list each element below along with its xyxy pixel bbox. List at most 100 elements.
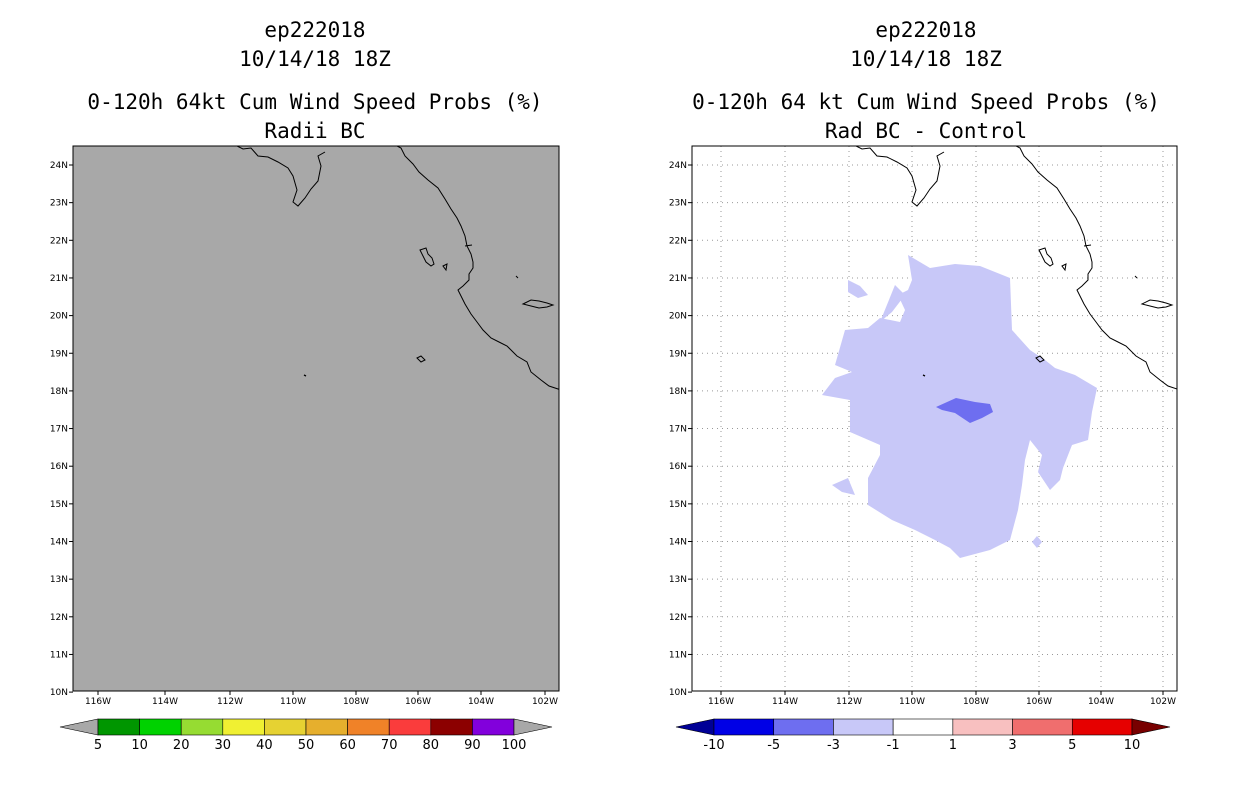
lat-label: 12N: [50, 613, 68, 623]
lat-label: 23N: [669, 199, 687, 209]
colorbar-label: 90: [464, 738, 481, 753]
left-map-frame: [72, 145, 560, 692]
lon-label: 116W: [708, 697, 734, 707]
colorbar-arrow-low: [675, 718, 715, 736]
lat-label: 24N: [50, 161, 68, 171]
right-title-storm: ep222018: [875, 18, 977, 42]
lat-label: 11N: [50, 650, 68, 660]
colorbar-swatch: [264, 718, 307, 736]
lat-label: 20N: [669, 312, 687, 322]
lat-label: 22N: [669, 236, 687, 246]
colorbar-swatch: [472, 718, 515, 736]
lat-label: 17N: [50, 425, 68, 435]
colorbar-label: -1: [887, 738, 900, 753]
diff-region-small-north: [848, 280, 868, 298]
lat-label: 21N: [669, 274, 687, 284]
colorbar-swatch: [713, 718, 775, 736]
colorbar-label: -3: [827, 738, 840, 753]
colorbar-swatch: [180, 718, 224, 736]
lat-label: 10N: [50, 688, 68, 698]
diff-region-small-west: [832, 478, 855, 495]
lon-label: 116W: [85, 697, 111, 707]
colorbar-swatch: [97, 718, 140, 736]
lat-label: 13N: [669, 575, 687, 585]
colorbar-label: 30: [215, 738, 232, 753]
left-colorbar: 5 10 20 30 40 50 60 70 80 90 100: [59, 718, 553, 753]
colorbar-arrow-low: [59, 718, 99, 736]
colorbar-label: 1: [949, 738, 957, 753]
colorbar-arrow-high: [1131, 718, 1171, 736]
colorbar-label: 10: [1124, 738, 1141, 753]
colorbar-label: 100: [502, 738, 527, 753]
lat-label: 13N: [50, 575, 68, 585]
right-colorbar: -10 -5 -3 -1 1 3 5 10: [675, 718, 1171, 753]
left-title-subtitle: Radii BC: [264, 119, 366, 143]
colorbar-label: -5: [767, 738, 780, 753]
colorbar-label: 80: [423, 738, 440, 753]
colorbar-label: -10: [703, 738, 724, 753]
lat-label: 15N: [50, 500, 68, 510]
right-lon-axis: 116W 114W 112W 110W 108W 106W 104W 102W: [708, 691, 1176, 707]
lon-label: 114W: [152, 697, 178, 707]
right-title-product: 0-120h 64 kt Cum Wind Speed Probs (%): [692, 90, 1160, 114]
lat-label: 16N: [50, 462, 68, 472]
lat-label: 16N: [669, 462, 687, 472]
lat-label: 23N: [50, 199, 68, 209]
left-title-date: 10/14/18 18Z: [239, 47, 391, 71]
lon-label: 108W: [963, 697, 989, 707]
left-title-storm: ep222018: [264, 18, 366, 42]
lat-label: 19N: [50, 349, 68, 359]
colorbar-label: 60: [339, 738, 356, 753]
right-gridlines: [692, 146, 1177, 691]
lat-label: 22N: [50, 236, 68, 246]
right-map-frame: [691, 145, 1178, 692]
lon-label: 106W: [1026, 697, 1052, 707]
lon-label: 104W: [1088, 697, 1114, 707]
colorbar-label: 5: [1068, 738, 1076, 753]
lon-label: 104W: [468, 697, 494, 707]
colorbar-swatch: [430, 718, 473, 736]
colorbar-label: 3: [1008, 738, 1016, 753]
lat-label: 17N: [669, 425, 687, 435]
lon-label: 102W: [1150, 697, 1176, 707]
diff-region-minus-5-to-minus-3: [936, 398, 993, 423]
lon-label: 108W: [343, 697, 369, 707]
lon-label: 110W: [280, 697, 306, 707]
colorbar-label: 50: [298, 738, 315, 753]
colorbar-label: 10: [131, 738, 148, 753]
right-lat-axis: 24N 23N 22N 21N 20N 19N 18N 17N 16N 15N 14N 13N 12N 1…: [669, 161, 692, 698]
colorbar-swatch: [222, 718, 265, 736]
lat-label: 11N: [669, 650, 687, 660]
diff-region-small-north2: [880, 285, 905, 322]
left-probability-field: [73, 146, 559, 691]
left-map: 24N 23N 22N 21N 20N 19N 18N 17N 16N 15N 14N 13N 12N 1…: [50, 145, 560, 707]
left-lat-axis: 24N 23N 22N 21N 20N 19N 18N 17N 16N 15N 14N 13N 12N 1…: [50, 161, 73, 698]
lon-label: 102W: [532, 697, 558, 707]
lon-label: 112W: [217, 697, 243, 707]
lon-label: 114W: [772, 697, 798, 707]
lon-label: 106W: [405, 697, 431, 707]
lat-label: 15N: [669, 500, 687, 510]
lon-label: 112W: [836, 697, 862, 707]
lat-label: 19N: [669, 349, 687, 359]
colorbar-label: 70: [381, 738, 398, 753]
colorbar-swatch: [892, 718, 954, 736]
lat-label: 14N: [669, 538, 687, 548]
lat-label: 14N: [50, 538, 68, 548]
colorbar-label: 5: [94, 738, 102, 753]
colorbar-swatch: [833, 718, 894, 736]
colorbar-arrow-high: [513, 718, 553, 736]
colorbar-label: 20: [173, 738, 190, 753]
right-title: ep222018 10/14/18 18Z 0-120h 64 kt Cum W…: [646, 16, 1206, 146]
colorbar-label: 40: [256, 738, 273, 753]
colorbar-swatch: [1012, 718, 1073, 736]
colorbar-swatch: [1071, 718, 1133, 736]
colorbar-swatch: [773, 718, 834, 736]
lat-label: 21N: [50, 274, 68, 284]
left-lon-axis: 116W 114W 112W 110W 108W 106W 104W 102W: [85, 691, 558, 707]
lat-label: 12N: [669, 613, 687, 623]
lon-label: 110W: [899, 697, 925, 707]
left-title-product: 0-120h 64kt Cum Wind Speed Probs (%): [87, 90, 543, 114]
right-title-subtitle: Rad BC - Control: [824, 119, 1028, 143]
